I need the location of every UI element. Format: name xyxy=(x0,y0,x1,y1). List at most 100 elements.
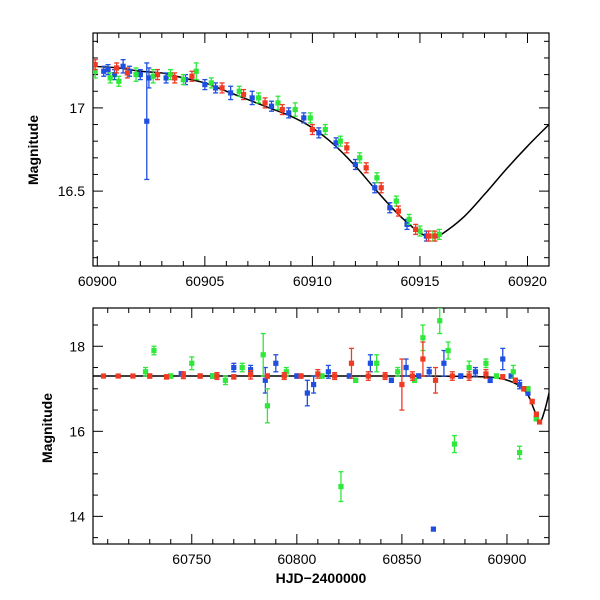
bottom-green-point xyxy=(239,364,245,371)
bottom-green-point xyxy=(533,415,539,422)
top-green-point xyxy=(236,88,242,94)
top-green-point xyxy=(256,95,262,101)
bottom-blue-point xyxy=(508,373,514,379)
bottom-blue-point xyxy=(441,360,447,366)
top-red-point xyxy=(378,185,384,191)
bottom-red-point xyxy=(264,373,271,379)
top-red-point xyxy=(425,233,432,239)
bottom-red-point xyxy=(512,377,518,383)
top-red-point xyxy=(189,73,195,79)
bottom-green-point xyxy=(420,335,426,341)
bottom-blue-point xyxy=(325,369,331,375)
bottom-blue-point xyxy=(472,369,479,375)
bottom-green-point xyxy=(338,483,344,490)
top-green-point xyxy=(307,115,313,121)
bottom-green-point xyxy=(516,449,523,456)
bottom-x-tick-label: 60900 xyxy=(488,551,527,567)
bottom-red-point xyxy=(298,373,304,379)
top-red-point xyxy=(279,106,285,113)
top-y-tick-label: 16.5 xyxy=(58,183,85,199)
top-blue-point xyxy=(101,68,107,74)
bottom-ticks xyxy=(93,308,550,544)
bottom-green-point xyxy=(168,373,174,379)
top-green-point xyxy=(406,216,412,222)
bottom-blue-point xyxy=(426,369,432,375)
top-y-axis-label: Magnitude xyxy=(25,115,41,185)
bottom-green-point xyxy=(525,386,531,392)
top-blue-point xyxy=(202,81,208,88)
bottom-red-point xyxy=(432,377,439,383)
top-red-point xyxy=(413,226,419,232)
bottom-panel: 60750 60800 60850 60900 14 16 18 Magnitude HJD… xyxy=(39,307,550,586)
top-y-tick-label: 17 xyxy=(69,100,85,116)
top-blue-point xyxy=(146,75,152,81)
top-green-point xyxy=(133,72,139,78)
top-blue-point xyxy=(333,140,339,146)
top-green-point xyxy=(337,138,343,144)
top-green-point xyxy=(417,228,423,234)
top-blue-point xyxy=(301,115,307,121)
top-green-point xyxy=(107,75,113,81)
bottom-green-point xyxy=(151,347,157,354)
bottom-blue-point xyxy=(458,373,464,379)
top-tick-labels: 60900 60905 60910 60915 60920 16.5 17 xyxy=(58,100,547,289)
bottom-red-point xyxy=(348,360,355,366)
bottom-blue-point xyxy=(248,367,254,373)
top-red-point xyxy=(154,72,161,78)
bottom-red-point xyxy=(248,372,254,378)
bottom-red-point xyxy=(466,373,472,379)
top-blue-point xyxy=(213,85,219,91)
top-red-point xyxy=(309,126,315,133)
bottom-green-point xyxy=(510,369,516,375)
bottom-blue-point xyxy=(294,373,300,379)
bottom-blue-point xyxy=(367,360,373,366)
bottom-x-tick-label: 60850 xyxy=(382,551,421,567)
top-green-point xyxy=(93,68,98,74)
top-blue-point xyxy=(137,72,143,78)
bottom-blue-point xyxy=(262,377,268,383)
bottom-blue-point xyxy=(430,526,437,532)
top-red-point xyxy=(114,65,120,71)
top-blue-point xyxy=(144,118,150,124)
bottom-red-point xyxy=(533,411,539,417)
top-green-point xyxy=(275,100,281,106)
bottom-blue-point xyxy=(403,364,409,371)
top-red-point xyxy=(363,165,369,171)
bottom-green-point xyxy=(189,360,195,366)
top-x-tick-label: 60920 xyxy=(508,273,547,289)
bottom-blue-point xyxy=(311,381,317,388)
bottom-x-axis-label: HJD−2400000 xyxy=(276,570,367,586)
top-ticks xyxy=(93,33,550,266)
top-green-point xyxy=(436,231,442,237)
bottom-blue-point xyxy=(487,377,493,383)
bottom-red-point xyxy=(409,373,416,379)
bottom-red-point xyxy=(147,373,153,379)
top-blue-point xyxy=(249,95,255,101)
top-plot-frame xyxy=(92,32,550,267)
bottom-red-point xyxy=(163,374,170,380)
top-model-curve xyxy=(93,65,549,239)
bottom-green-point xyxy=(353,377,359,383)
bottom-green-point xyxy=(264,403,271,409)
top-blue-point xyxy=(105,67,111,73)
top-blue-point xyxy=(286,110,292,116)
bottom-blue-point xyxy=(231,364,237,371)
top-red-point xyxy=(219,85,225,91)
top-panel: 60900 60905 60910 60915 60920 16.5 17 Magnitud… xyxy=(25,32,550,289)
bottom-red-point xyxy=(180,372,186,378)
top-red-point xyxy=(172,75,178,81)
top-green-point xyxy=(292,106,298,113)
top-green-point xyxy=(167,72,174,78)
bottom-red-point xyxy=(420,356,426,362)
top-blue-point xyxy=(111,72,118,78)
bottom-red-point xyxy=(521,386,527,392)
top-red-point xyxy=(262,100,268,106)
top-red-point xyxy=(395,208,402,214)
top-green-point xyxy=(374,175,380,181)
top-green-point xyxy=(150,73,156,79)
top-blue-point xyxy=(120,63,126,69)
bottom-red-point xyxy=(449,373,455,379)
top-blue-point xyxy=(228,90,234,96)
top-blue-point xyxy=(163,75,169,81)
